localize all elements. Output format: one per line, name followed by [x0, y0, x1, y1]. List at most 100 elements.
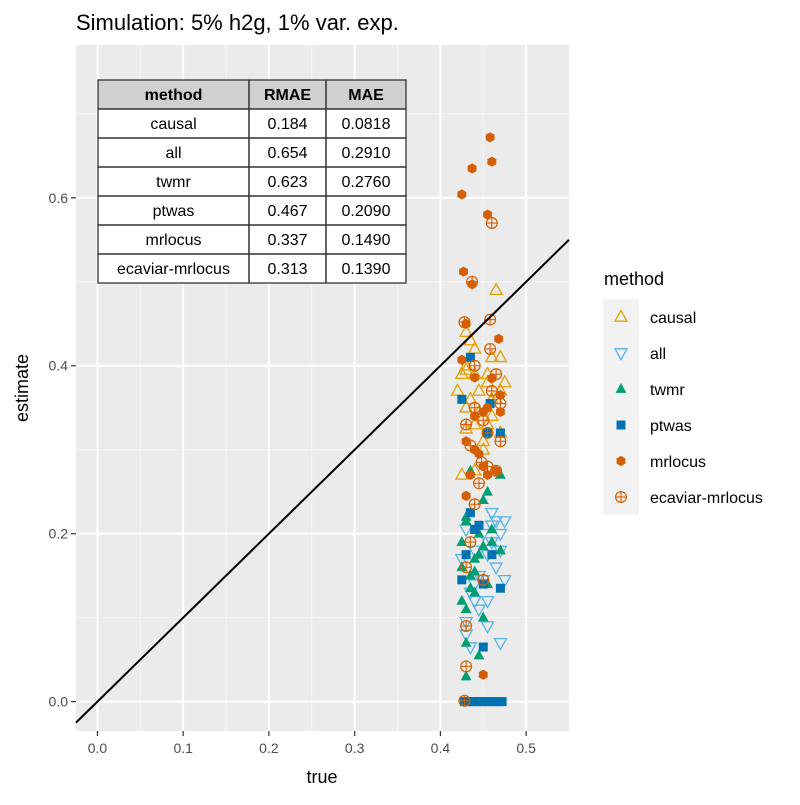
data-point-mrlocus [457, 354, 467, 365]
data-point-mrlocus [470, 444, 480, 455]
data-point-ecaviar-mrlocus [484, 342, 497, 355]
data-point-ecaviar-mrlocus [460, 620, 473, 633]
data-point-mrlocus [459, 266, 468, 277]
y-tick-label: 0.0 [49, 694, 69, 710]
data-point-ecaviar-mrlocus [494, 435, 507, 448]
data-point-twmr [456, 594, 468, 605]
data-point-twmr [473, 649, 485, 660]
x-tick-label: 0.1 [173, 740, 193, 756]
data-point-twmr [460, 670, 472, 681]
data-point-ecaviar-mrlocus [468, 498, 481, 511]
data-point-twmr [477, 540, 489, 551]
data-point-mrlocus [494, 333, 504, 344]
data-point-causal [497, 374, 512, 388]
data-point-ptwas [478, 642, 488, 652]
legend-key-all [613, 348, 629, 361]
data-point-ptwas [465, 352, 475, 362]
data-point-ptwas [497, 697, 507, 707]
data-point-all [480, 596, 495, 609]
legend-key-ecaviar-mrlocus [614, 491, 627, 504]
legend-label: twmr [650, 382, 685, 399]
data-point-twmr [456, 536, 468, 546]
data-point-causal [484, 408, 499, 421]
legend-label: causal [650, 310, 696, 327]
data-point-causal [459, 420, 474, 434]
data-point-all [463, 642, 478, 655]
table-cell-text: 0.654 [267, 145, 307, 162]
data-point-ecaviar-mrlocus [490, 464, 503, 477]
legend-items: causal all twmr ptwas mrlocus ecaviar-mrlocus [603, 299, 763, 515]
data-point-twmr [456, 561, 468, 572]
data-point-mrlocus [483, 402, 492, 413]
y-tick-label: 0.4 [49, 358, 69, 374]
data-point-all [497, 575, 512, 588]
legend-label: mrlocus [650, 454, 706, 471]
chart-title: Simulation: 5% h2g, 1% var. exp. [76, 10, 399, 35]
data-point-twmr [482, 485, 493, 496]
data-point-ecaviar-mrlocus [464, 536, 477, 549]
data-point-all [497, 516, 512, 530]
data-point-mrlocus [495, 406, 505, 418]
table-cell-text: 0.467 [267, 203, 307, 220]
data-point-mrlocus [465, 469, 475, 481]
data-point-mrlocus [467, 163, 477, 174]
data-point-all [459, 616, 474, 630]
data-point-ecaviar-mrlocus [458, 694, 471, 707]
data-point-ecaviar-mrlocus [481, 426, 494, 439]
data-point-mrlocus [470, 411, 480, 422]
data-point-mrlocus [478, 669, 488, 680]
data-point-all [467, 596, 482, 609]
data-point-all [471, 570, 487, 584]
identity-line [75, 239, 570, 724]
data-point-twmr [460, 603, 472, 614]
data-point-ecaviar-mrlocus [485, 384, 498, 397]
data-point-ecaviar-mrlocus [468, 359, 481, 372]
x-tick-label: 0.3 [345, 740, 365, 756]
table-cell-text: 0.2910 [342, 145, 391, 162]
data-point-all [489, 562, 504, 576]
data-point-ptwas [461, 550, 471, 560]
data-point-all [480, 621, 495, 634]
data-point-twmr [486, 536, 498, 546]
data-point-mrlocus [457, 189, 467, 200]
legend-title: method [604, 269, 664, 289]
data-point-ecaviar-mrlocus [460, 418, 473, 431]
table-cell-text: ecaviar-mrlocus [117, 261, 230, 278]
table-cell-text: 0.337 [267, 232, 307, 249]
legend-key-bg [603, 299, 639, 515]
y-axis-label: estimate [12, 354, 32, 422]
data-point-causal [489, 282, 504, 296]
data-point-mrlocus [470, 372, 480, 383]
table-header-cell: MAE [348, 87, 384, 104]
data-point-ecaviar-mrlocus [466, 275, 479, 288]
table-cell-text: 0.623 [267, 174, 307, 191]
data-point-causal [459, 324, 474, 338]
data-point-ecaviar-mrlocus [485, 217, 498, 230]
x-tick-label: 0.2 [259, 740, 279, 756]
y-axis: 0.0 0.2 0.4 0.6 [49, 190, 76, 710]
data-point-ecaviar-mrlocus [490, 368, 503, 381]
data-point-all [493, 637, 508, 651]
legend-label: all [650, 346, 666, 363]
data-point-ecaviar-mrlocus [468, 401, 481, 414]
data-point-ptwas [495, 583, 505, 593]
data-point-mrlocus [483, 469, 492, 481]
data-point-causal [476, 433, 491, 447]
legend-key-twmr [615, 383, 627, 393]
legend-key-mrlocus [616, 455, 626, 467]
legend: method causal all twmr ptwas mrlocus ecaviar-… [603, 269, 763, 515]
y-tick-label: 0.2 [49, 526, 69, 542]
data-point-all [471, 604, 487, 618]
data-point-ptwas [457, 394, 467, 404]
data-point-causal [454, 466, 469, 480]
data-point-ecaviar-mrlocus [475, 456, 488, 469]
data-point-ecaviar-mrlocus [460, 561, 473, 574]
legend-label: ptwas [650, 418, 692, 435]
data-point-twmr [477, 494, 489, 504]
table-cell-text: mrlocus [145, 232, 201, 249]
data-point-causal [454, 366, 469, 379]
table-cell-text: ptwas [153, 203, 195, 220]
x-tick-label: 0.0 [88, 740, 108, 756]
table-cell-text: 0.2090 [342, 203, 391, 220]
